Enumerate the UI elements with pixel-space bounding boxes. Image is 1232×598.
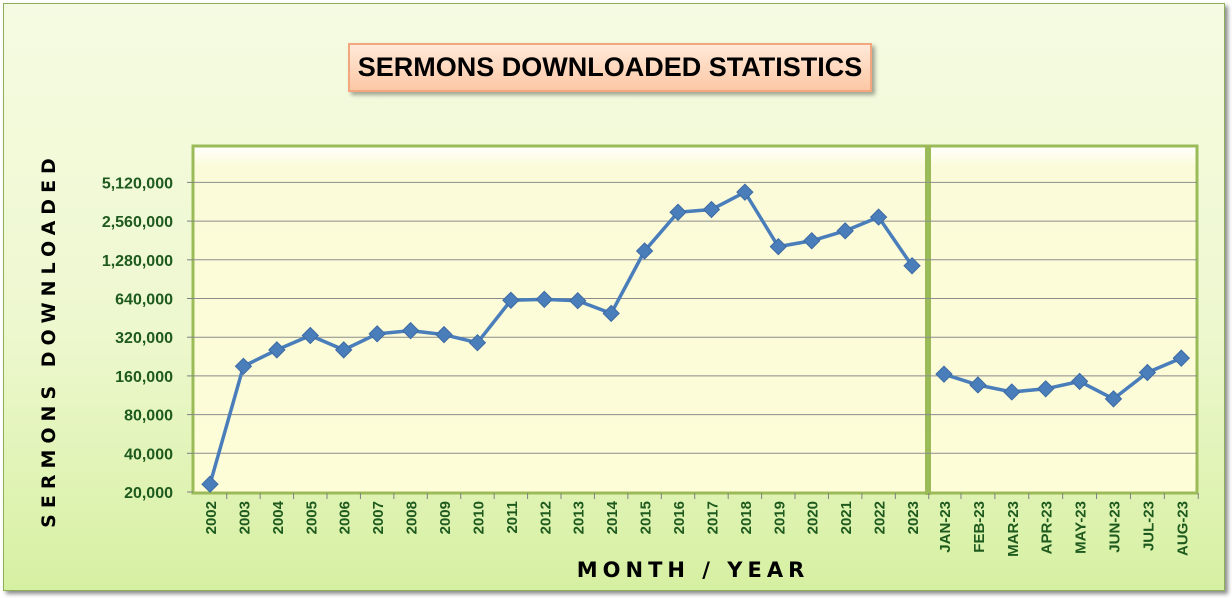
x-tick-label: JUL-23 xyxy=(1140,501,1157,551)
x-axis-label: MONTH / YEAR xyxy=(577,558,810,582)
data-point xyxy=(836,222,854,240)
data-point xyxy=(1172,349,1191,367)
y-axis-label: SERMONS DOWNLOADED xyxy=(38,152,60,528)
data-point xyxy=(1104,390,1123,408)
x-tick-label: 2010 xyxy=(470,501,487,534)
y-tick-label: 40,000 xyxy=(124,446,173,463)
y-tick-label: 640,000 xyxy=(115,292,173,309)
y-tick-label: 20,000 xyxy=(124,485,173,502)
x-tick-label: 2016 xyxy=(671,501,688,534)
x-tick-label: 2003 xyxy=(236,501,253,534)
x-tick-label: 2018 xyxy=(738,501,755,534)
x-tick-label: JUN-23 xyxy=(1107,501,1124,553)
data-point xyxy=(535,290,554,309)
data-point xyxy=(401,321,420,340)
data-point xyxy=(435,325,453,344)
x-tick-label: 2020 xyxy=(805,501,822,534)
data-point xyxy=(635,242,654,260)
data-point xyxy=(335,341,353,359)
data-point xyxy=(301,326,319,345)
y-tick-label: 160,000 xyxy=(115,369,173,386)
x-tick-label: 2011 xyxy=(504,501,521,534)
x-tick-label: APR-23 xyxy=(1039,501,1056,554)
x-tick-label: AUG-23 xyxy=(1174,501,1191,556)
x-tick-label: 2013 xyxy=(571,501,588,534)
data-point xyxy=(569,292,587,310)
x-tick-label: 2022 xyxy=(872,501,889,534)
data-point xyxy=(268,341,286,359)
chart-title-box: SERMONS DOWNLOADED STATISTICS xyxy=(348,43,872,92)
x-tick-label: 2008 xyxy=(404,501,421,534)
x-tick-label: 2007 xyxy=(370,501,387,534)
series-line xyxy=(208,190,914,485)
data-point xyxy=(903,257,921,275)
chart-title: SERMONS DOWNLOADED STATISTICS xyxy=(357,52,863,82)
data-point xyxy=(368,325,386,343)
data-point xyxy=(669,203,687,221)
data-point xyxy=(803,232,821,250)
plot-background xyxy=(191,144,1199,495)
data-point xyxy=(234,357,253,376)
x-tick-label: 2009 xyxy=(437,501,454,534)
x-tick-label: 2015 xyxy=(638,501,655,534)
x-tick-label: 2021 xyxy=(838,501,855,534)
data-point xyxy=(969,376,987,394)
x-tick-label: 2004 xyxy=(270,500,287,534)
data-point xyxy=(769,237,788,256)
x-tick-label: 2019 xyxy=(771,501,788,534)
y-tick-label: 1,280,000 xyxy=(102,253,173,270)
y-tick-label: 80,000 xyxy=(124,408,173,425)
data-point xyxy=(1003,383,1021,401)
x-tick-label: FEB-23 xyxy=(971,501,988,553)
data-point xyxy=(1138,363,1157,382)
gridlines xyxy=(193,181,1197,454)
data-point xyxy=(201,475,219,493)
x-tick-label: 2012 xyxy=(537,501,554,534)
y-tick-label: 5,120,000 xyxy=(102,175,173,192)
data-point xyxy=(935,365,953,383)
x-tick-label: 2006 xyxy=(337,501,354,534)
y-tick-label: 320,000 xyxy=(115,330,173,347)
x-tick-label: MAY-23 xyxy=(1073,501,1090,554)
x-tick-label: JAN-23 xyxy=(937,501,954,553)
data-point xyxy=(869,208,888,226)
data-point xyxy=(702,200,721,219)
data-series xyxy=(201,183,1191,493)
data-point xyxy=(602,304,620,323)
x-tick-label: MAR-23 xyxy=(1005,501,1022,557)
x-tick-label: 2017 xyxy=(704,501,721,534)
x-tick-label: 2002 xyxy=(203,501,220,534)
data-point xyxy=(736,183,754,201)
x-tick-label: 2023 xyxy=(905,501,922,534)
axes: 20,000 40,000 80,000 160,000 320,000 640,000 1… xyxy=(102,175,1199,557)
plot-area xyxy=(191,144,1199,495)
x-tick-label: 2005 xyxy=(303,501,320,534)
data-point xyxy=(1070,372,1089,391)
x-tick-label: 2014 xyxy=(604,500,621,534)
y-tick-label: 2,560,000 xyxy=(102,214,173,231)
data-point xyxy=(1036,380,1055,398)
data-point xyxy=(468,333,487,352)
data-point xyxy=(502,291,520,309)
